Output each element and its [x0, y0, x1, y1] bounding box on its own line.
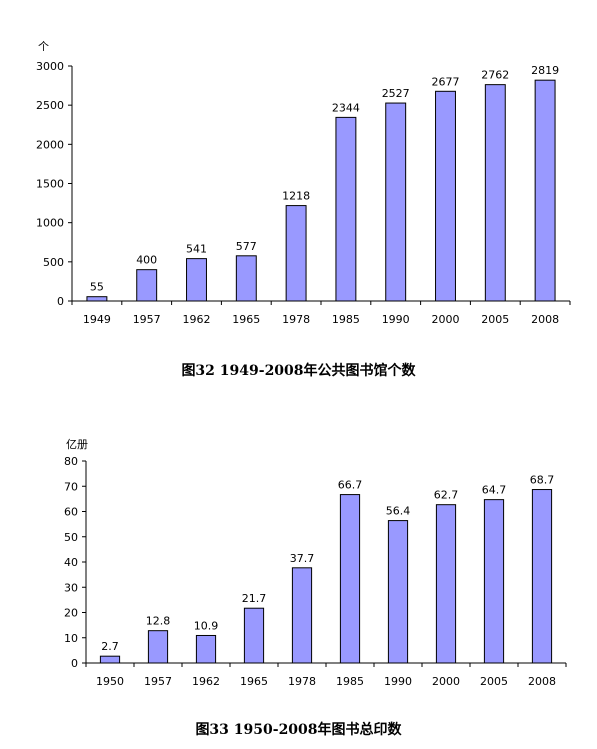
- bar-1985: [339, 494, 361, 664]
- chart-books-printed: 亿册 0 10 20 30 40 50 60 70 80 2.7 12.8 10.9 21.7 37.7 66…: [64, 438, 567, 688]
- x-tick-label: 2008: [531, 313, 559, 326]
- data-label-1962: 541: [186, 243, 207, 256]
- chart-public-libraries: 个 0 500 1000 1500 2000 2500 3000 55 400 541 577 1218…: [36, 40, 571, 326]
- data-label-1962: 10.9: [194, 619, 219, 632]
- data-label-2005: 64.7: [482, 484, 507, 497]
- x-tick-label: 1957: [144, 675, 172, 688]
- y-tick-label: 1000: [36, 217, 64, 230]
- x-tick-label: 1957: [133, 313, 161, 326]
- data-label-1985: 66.7: [338, 479, 363, 492]
- bar-1965: [235, 255, 257, 302]
- bar-1949: [86, 296, 108, 302]
- bar-1957: [147, 630, 169, 664]
- data-label-2008: 2819: [531, 64, 559, 77]
- x-tick-label: 2000: [432, 675, 460, 688]
- data-label-2008: 68.7: [530, 474, 555, 487]
- bar-1978: [285, 205, 307, 302]
- chart-title-public-libraries: 图32 1949-2008年公共图书馆个数: [181, 363, 416, 379]
- x-tick-label: 2008: [528, 675, 556, 688]
- y-tick-label: 30: [64, 581, 78, 594]
- bar-1990: [387, 520, 409, 664]
- data-label-1950: 2.7: [101, 640, 119, 653]
- y-tick-label: 70: [64, 480, 78, 493]
- chart-title-books-printed: 图33 1950-2008年图书总印数: [195, 722, 402, 738]
- bar-1990: [385, 102, 407, 302]
- x-tick-label: 2000: [432, 313, 460, 326]
- bar-2005: [483, 499, 505, 664]
- x-tick-label: 1965: [240, 675, 268, 688]
- y-tick-label: 0: [57, 295, 64, 308]
- data-label-1985: 2344: [332, 101, 360, 114]
- bar-1950: [99, 655, 121, 664]
- x-tick-label: 1990: [382, 313, 410, 326]
- y-tick-label: 2000: [36, 138, 64, 151]
- x-tick-label: 2005: [480, 675, 508, 688]
- data-label-1978: 37.7: [290, 552, 315, 565]
- bar-1962: [186, 258, 207, 302]
- y-tick-label: 50: [64, 531, 78, 544]
- data-label-1978: 1218: [282, 190, 310, 203]
- y-tick-label: 3000: [36, 60, 64, 73]
- x-tick-label: 1990: [384, 675, 412, 688]
- data-label-1965: 21.7: [242, 592, 267, 605]
- x-tick-label: 1978: [282, 313, 310, 326]
- bar-1978: [291, 567, 313, 664]
- bar-2005: [484, 84, 506, 302]
- bar-1985: [335, 116, 357, 302]
- y-tick-label: 500: [43, 256, 64, 269]
- y-axis-unit-label: 个: [38, 40, 49, 53]
- y-tick-label: 60: [64, 506, 78, 519]
- data-label-2000: 62.7: [434, 489, 459, 502]
- x-tick-label: 2005: [481, 313, 509, 326]
- data-label-1957: 12.8: [146, 615, 171, 628]
- x-tick-label: 1985: [332, 313, 360, 326]
- data-label-1949: 55: [90, 281, 104, 294]
- x-tick-label: 1985: [336, 675, 364, 688]
- y-tick-label: 40: [64, 556, 78, 569]
- bar-2000: [435, 90, 456, 302]
- data-label-1990: 56.4: [386, 505, 411, 518]
- y-tick-label: 2500: [36, 99, 64, 112]
- data-label-1990: 2527: [382, 87, 410, 100]
- data-label-2000: 2677: [432, 75, 460, 88]
- y-tick-label: 1500: [36, 178, 64, 191]
- x-tick-label: 1978: [288, 675, 316, 688]
- bar-1962: [195, 634, 217, 664]
- x-tick-label: 1949: [83, 313, 111, 326]
- y-tick-label: 80: [64, 455, 78, 468]
- bar-2008: [531, 489, 553, 664]
- y-tick-label: 0: [71, 657, 78, 670]
- x-tick-label: 1950: [96, 675, 124, 688]
- y-tick-label: 20: [64, 607, 78, 620]
- bar-1965: [243, 607, 265, 664]
- x-tick-label: 1965: [232, 313, 260, 326]
- y-axis-unit-label: 亿册: [66, 438, 88, 451]
- bar-2000: [435, 504, 457, 664]
- data-label-1957: 400: [136, 254, 157, 267]
- bar-1957: [136, 269, 158, 302]
- bar-2008: [534, 79, 556, 302]
- x-tick-label: 1962: [183, 313, 211, 326]
- y-tick-label: 10: [64, 632, 78, 645]
- x-tick-label: 1962: [192, 675, 220, 688]
- data-label-1965: 577: [236, 240, 257, 253]
- data-label-2005: 2762: [481, 69, 509, 82]
